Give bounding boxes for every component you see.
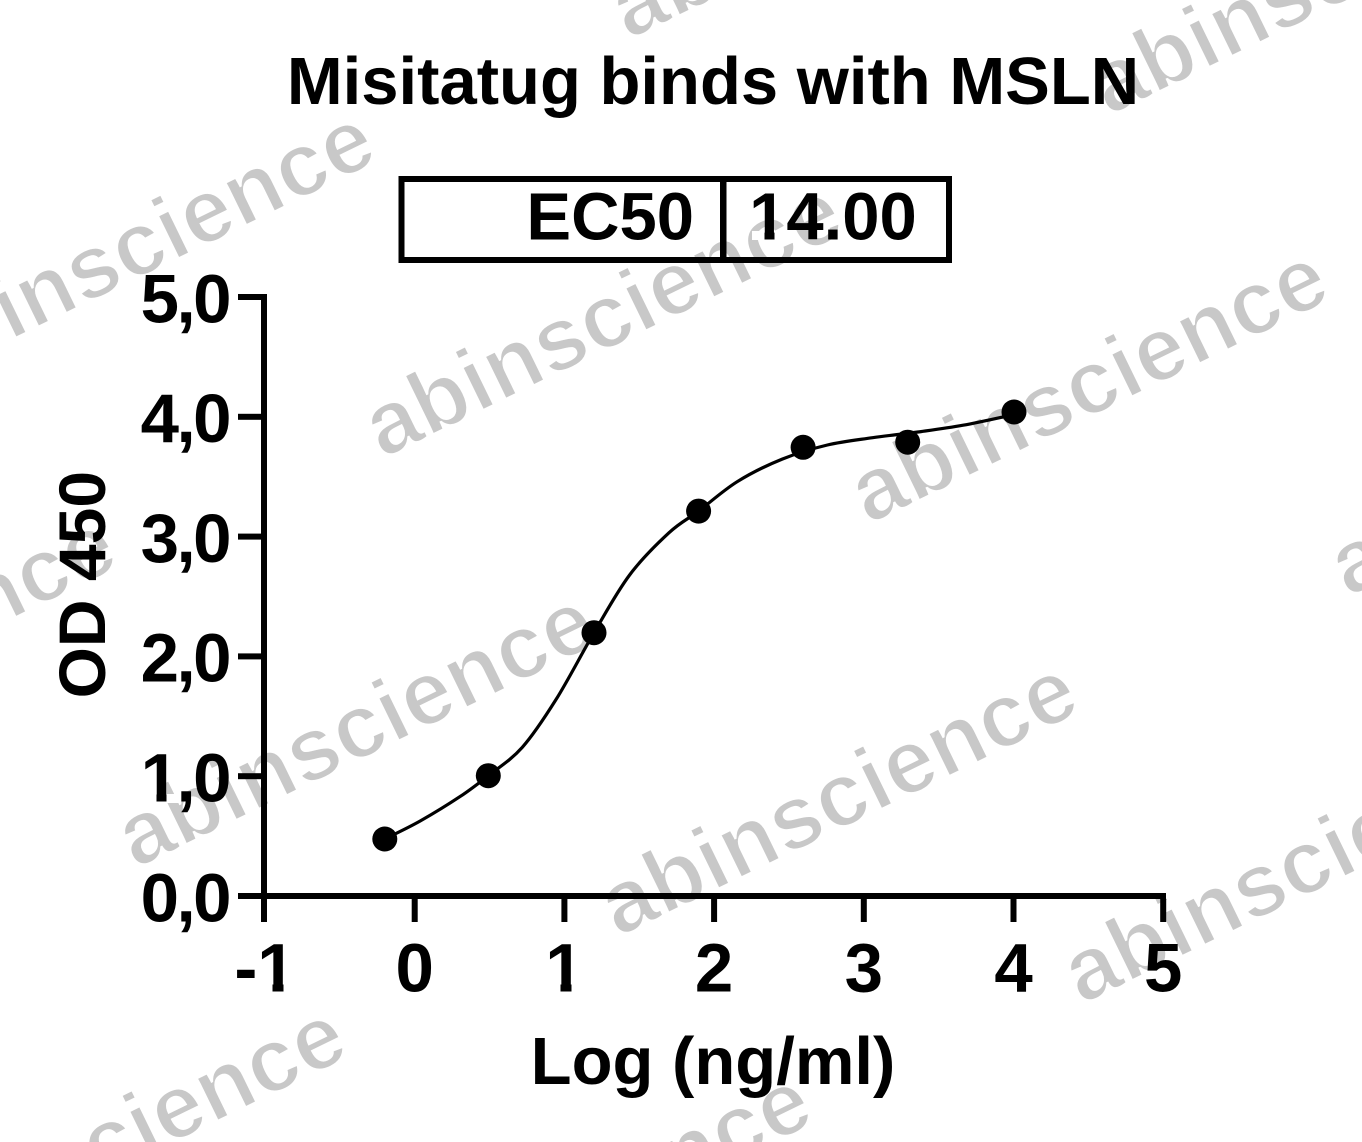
svg-text:14.00: 14.00 <box>749 179 917 254</box>
svg-text:EC50: EC50 <box>526 179 694 254</box>
svg-text:5: 5 <box>1144 930 1182 1007</box>
svg-text:1: 1 <box>545 930 583 1007</box>
svg-text:Log (ng/ml): Log (ng/ml) <box>531 1024 896 1099</box>
svg-text:Misitatug binds with MSLN: Misitatug binds with MSLN <box>287 44 1139 119</box>
svg-text:1,0: 1,0 <box>141 740 230 817</box>
svg-text:-1: -1 <box>234 930 295 1007</box>
svg-text:4: 4 <box>994 930 1032 1007</box>
svg-text:4,0: 4,0 <box>141 380 230 457</box>
svg-text:5,0: 5,0 <box>141 260 230 337</box>
svg-text:3,0: 3,0 <box>141 500 230 577</box>
svg-text:0,0: 0,0 <box>141 859 230 936</box>
svg-text:2: 2 <box>695 930 733 1007</box>
svg-text:3: 3 <box>845 930 883 1007</box>
svg-text:2,0: 2,0 <box>141 620 230 697</box>
svg-text:OD 450: OD 450 <box>45 471 119 698</box>
svg-text:0: 0 <box>396 930 434 1007</box>
